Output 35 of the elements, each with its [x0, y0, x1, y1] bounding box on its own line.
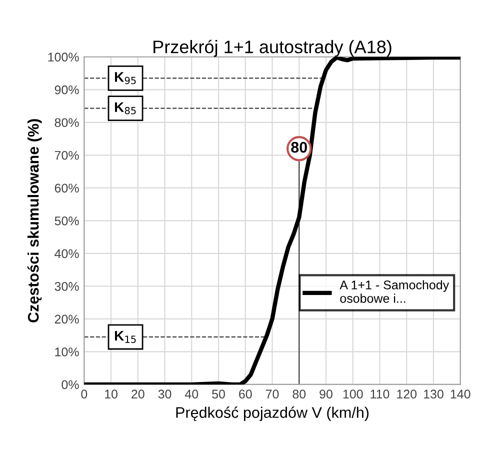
x-tick-label: 10 — [105, 390, 118, 399]
y-tick-label: 0% — [62, 380, 79, 390]
x-tick-label: 40 — [184, 390, 198, 399]
x-tick-label: 30 — [158, 390, 172, 399]
y-tick-label: 60% — [54, 184, 79, 193]
chart-title: Przekrój 1+1 autostrady (A18) — [154, 40, 392, 57]
ref-line-label: K$_{95}$ — [115, 72, 136, 84]
x-tick-label: 110 — [370, 390, 390, 399]
x-tick-label: 20 — [132, 390, 144, 399]
x-tick-label: 80 — [292, 390, 306, 399]
y-tick-label: 40% — [54, 249, 79, 258]
ref-line-label: K$_{85}$ — [115, 102, 136, 114]
y-tick-label: 80% — [54, 118, 79, 128]
ref-line-label: K$_{15}$ — [115, 330, 136, 343]
x-tick-label: 120 — [397, 390, 417, 399]
line-series — [84, 56, 460, 384]
y-tick-label: 30% — [54, 282, 79, 291]
x-tick-label: 70 — [266, 390, 279, 399]
y-tick-label: 90% — [54, 85, 79, 94]
x-tick-label: 50 — [212, 390, 225, 399]
x-tick-label: 90 — [320, 390, 332, 399]
y-tick-label: 70% — [54, 150, 79, 160]
x-axis-title: Prędkość pojazdów V (km/h) — [176, 406, 369, 421]
y-tick-label: 10% — [55, 348, 79, 356]
legend-label: A 1+1 - Samochody osobowe i... — [340, 280, 450, 303]
x-tick-label: 60 — [239, 390, 252, 399]
y-tick-label: 100% — [48, 52, 79, 62]
y-tick-label: 50% — [54, 216, 79, 226]
x-tick-label: 100 — [343, 390, 363, 399]
x-tick-label: 0 — [81, 390, 88, 399]
x-tick-label: 130 — [424, 390, 444, 399]
y-axis-title: Częstości skumulowane (%) — [27, 119, 42, 322]
ref-line-label: 80 — [291, 142, 307, 153]
x-tick-label: 140 — [450, 390, 470, 399]
y-tick-label: 20% — [54, 314, 79, 324]
